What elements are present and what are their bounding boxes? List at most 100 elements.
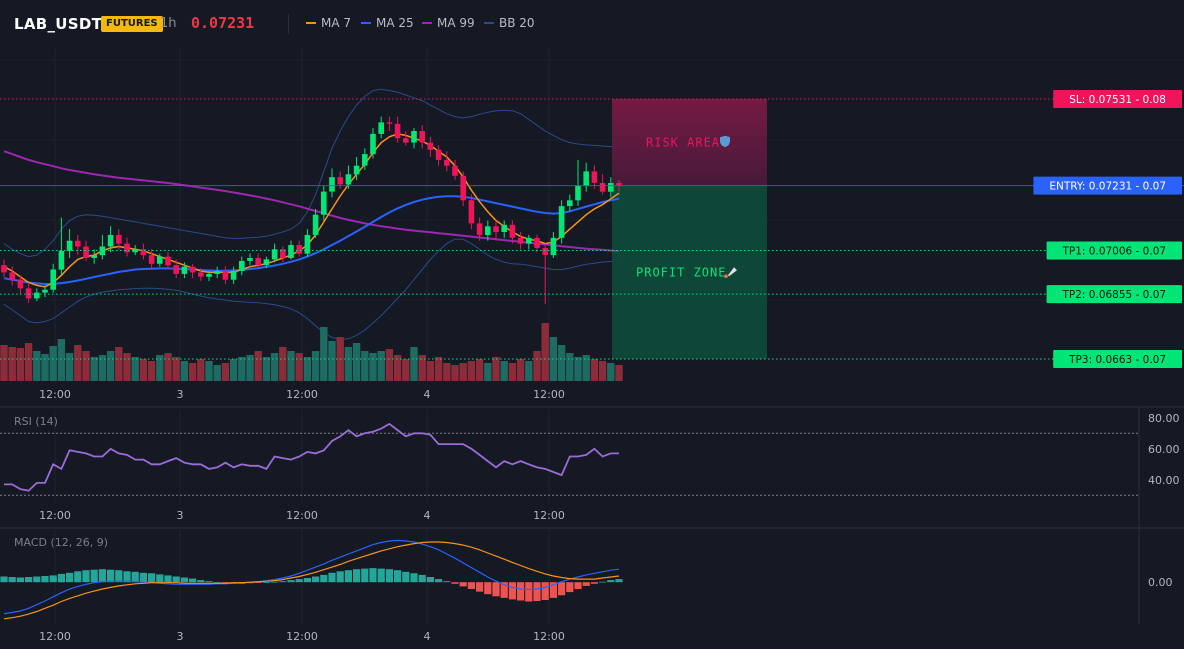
volume-bar [65, 353, 74, 381]
candle-body [58, 250, 65, 270]
candle-body [239, 260, 245, 271]
candle-body [165, 256, 171, 266]
rsi-title: RSI (14) [14, 415, 58, 428]
level-tag-entry [1033, 176, 1182, 195]
volume-bar [180, 361, 189, 381]
candle-body [558, 206, 565, 238]
macd-histogram-bar [295, 579, 303, 583]
macd-histogram-bar [49, 575, 57, 583]
volume-bar [377, 351, 385, 381]
candle-body [1, 265, 7, 273]
volume-bar [533, 351, 541, 381]
macd-histogram-bar [549, 582, 557, 598]
macd-histogram-bar [82, 570, 90, 583]
candle-body [591, 171, 598, 183]
candle-body [386, 122, 393, 124]
legend-ma25[interactable]: MA 25 [361, 16, 414, 30]
candle-body [116, 234, 122, 244]
candle-body [575, 185, 581, 201]
volume-bar [434, 357, 443, 381]
volume-bar [303, 357, 312, 381]
macd-histogram-bar [435, 579, 443, 583]
macd-histogram-bar [377, 568, 385, 583]
macd-histogram-bar [180, 577, 188, 583]
time-axis-label: 12:00 [39, 388, 71, 401]
candle-body [99, 246, 106, 256]
macd-histogram-bar [508, 582, 516, 600]
candle-body [534, 237, 540, 248]
time-axes: 12:00 3 12:00 4 12:00 12:00 3 12:00 4 12:00 12:00 3… [39, 388, 565, 643]
macd-histogram-bar [361, 568, 369, 583]
volume-bar [49, 346, 57, 381]
volume-bar [607, 363, 615, 381]
candle-body [75, 240, 81, 247]
macd-histogram-bar [500, 582, 508, 598]
price-levels: SL: 0.07531 - 0.08 ENTRY: 0.07231 - 0.07 T… [0, 90, 1184, 368]
volume-bar [467, 361, 476, 381]
level-tag-tp3 [1053, 350, 1182, 368]
header-divider [288, 14, 289, 34]
macd-histogram-bar [197, 580, 205, 583]
candle-body [378, 122, 384, 134]
candle-body [181, 266, 188, 274]
macd-histogram-bar [271, 581, 279, 583]
volume-bar [361, 351, 369, 381]
candle-body [411, 131, 417, 143]
candle-body [25, 288, 32, 299]
candle-body [345, 174, 352, 185]
volume-bar [188, 363, 197, 381]
volume-bar [8, 347, 16, 381]
macd-histogram-bar [287, 580, 295, 583]
volume-bar [254, 351, 262, 381]
candle-body [140, 249, 147, 256]
macd-histogram-bar [492, 582, 500, 597]
candle-body [296, 245, 302, 254]
time-axis-label: 12:00 [39, 509, 71, 522]
candle-body [353, 165, 360, 175]
macd-histogram-bar [131, 571, 139, 583]
profit-zone-label: PROFIT ZONE [636, 265, 726, 279]
volume-bar [615, 365, 623, 381]
candle-body [42, 289, 48, 293]
volume-bars [0, 323, 623, 381]
trade-zones: RISK AREA PROFIT ZONE [612, 99, 767, 359]
macd-histogram-bar [476, 582, 484, 592]
volume-bar [24, 343, 33, 381]
volume-bar [0, 345, 8, 381]
time-axis-label: 3 [177, 630, 184, 643]
level-label-tp2: TP2: 0.06855 - 0.07 [1062, 289, 1167, 301]
macd-title: MACD (12, 26, 9) [14, 536, 109, 549]
timeframe-label[interactable]: 1h [160, 16, 177, 31]
symbol-name[interactable]: LAB_USDT [14, 15, 103, 33]
volume-bar [344, 347, 353, 381]
candle-body [9, 272, 15, 280]
volume-bar [131, 357, 139, 381]
time-axis-label: 12:00 [286, 630, 318, 643]
candle-body [230, 271, 237, 280]
legend-ma99-label: MA 99 [437, 16, 475, 30]
candle-body [550, 237, 557, 256]
volume-bar [475, 359, 484, 381]
candle-body [329, 177, 335, 192]
macd-histogram-bar [16, 577, 24, 583]
candle-body [427, 142, 434, 150]
volume-bar [123, 353, 131, 381]
legend-bb20[interactable]: BB 20 [484, 16, 535, 30]
macd-histogram-bar [254, 582, 262, 583]
macd-histogram-bar [615, 579, 623, 583]
time-axis-label: 4 [424, 509, 431, 522]
macd-histogram-bar [426, 577, 434, 583]
volume-bar [352, 343, 361, 381]
volume-bar [385, 349, 394, 381]
futures-badge: FUTURES [101, 16, 163, 32]
candle-body [280, 249, 286, 258]
ma7-swatch-icon [306, 22, 316, 24]
macd-histogram-bar [533, 582, 541, 601]
legend-bb20-label: BB 20 [499, 16, 535, 30]
candle-body [468, 200, 475, 224]
legend-ma7[interactable]: MA 7 [306, 16, 351, 30]
volume-bar [566, 353, 574, 381]
legend-ma99[interactable]: MA 99 [422, 16, 475, 30]
volume-bar [106, 351, 115, 381]
